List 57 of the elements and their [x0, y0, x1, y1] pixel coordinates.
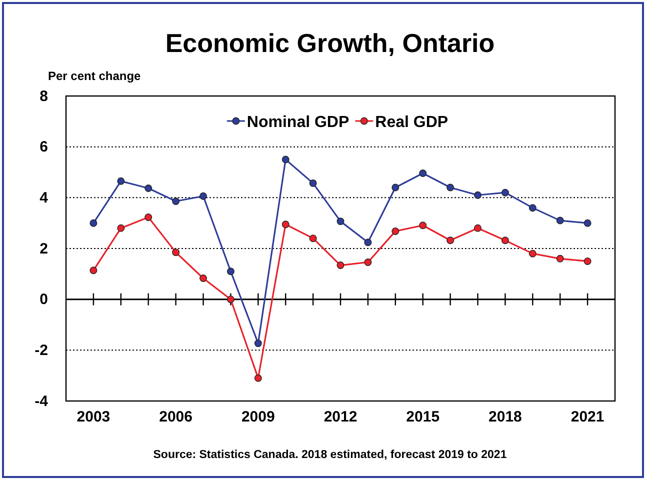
- y-tick-label: 2: [40, 240, 48, 258]
- point: [446, 236, 454, 244]
- x-tick-label: 2021: [570, 408, 604, 426]
- point: [200, 274, 207, 282]
- y-tick-label: 4: [40, 189, 49, 206]
- point: [172, 248, 180, 256]
- point: [392, 227, 400, 235]
- point: [474, 191, 482, 199]
- y-tick-label: -2: [34, 342, 48, 359]
- y-tick-label: 0: [40, 291, 48, 308]
- chart-title: Economic Growth, Ontario: [165, 28, 495, 58]
- x-tick-label: 2012: [324, 408, 358, 426]
- point: [364, 238, 372, 246]
- point: [282, 156, 290, 164]
- point: [474, 224, 482, 232]
- point: [501, 188, 509, 196]
- point: [556, 216, 564, 224]
- y-tick-label: 8: [40, 88, 48, 105]
- point: [172, 197, 180, 205]
- point: [584, 257, 592, 265]
- point: [117, 224, 125, 232]
- y-axis-title: Per cent change: [48, 69, 142, 83]
- point: [336, 262, 344, 270]
- point: [254, 374, 262, 382]
- y-tick-label: -4: [34, 392, 49, 410]
- point: [556, 254, 564, 262]
- point: [90, 266, 98, 274]
- point: [501, 236, 509, 244]
- point: [254, 340, 262, 348]
- point: [392, 184, 400, 192]
- legend-label: Real GDP: [375, 114, 448, 131]
- point: [419, 222, 427, 230]
- y-tick-label: 6: [40, 138, 48, 156]
- point: [309, 234, 317, 242]
- point: [144, 214, 152, 221]
- point: [144, 184, 152, 192]
- x-tick-label: 2015: [406, 408, 440, 426]
- legend-label: Nominal GDP: [246, 114, 350, 131]
- point: [364, 258, 372, 266]
- point: [528, 250, 536, 258]
- point: [200, 192, 207, 200]
- x-tick-label: 2018: [488, 408, 522, 426]
- point: [226, 268, 234, 276]
- point: [419, 170, 427, 177]
- point: [226, 296, 234, 304]
- point: [446, 184, 454, 192]
- x-tick-label: 2009: [241, 408, 275, 426]
- point: [117, 177, 125, 185]
- point: [528, 204, 536, 212]
- x-tick-label: 2003: [76, 408, 110, 426]
- source-note: Source: Statistics Canada. 2018 estimated, forecast 2019 to 2021: [153, 449, 508, 461]
- point: [282, 220, 290, 228]
- point: [336, 218, 344, 226]
- point: [309, 179, 317, 187]
- point: [584, 219, 592, 227]
- point: [90, 219, 98, 227]
- x-tick-label: 2006: [159, 408, 192, 426]
